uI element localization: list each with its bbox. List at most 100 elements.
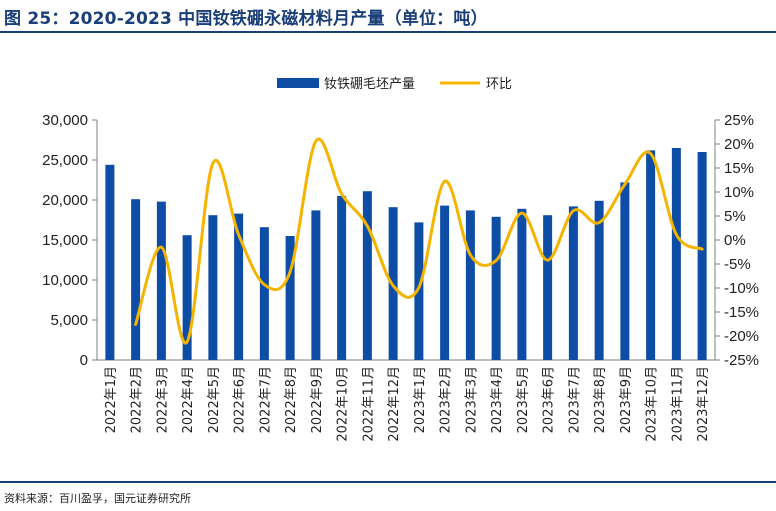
bar [697,152,707,360]
line-point [211,162,215,165]
line-point [288,270,292,273]
right-tick-label: -20% [724,328,759,345]
x-tick-label: 2022年5月 [207,366,222,433]
x-tick-label: 2023年4月 [490,366,505,433]
bar [234,213,244,360]
line-point [237,233,240,236]
bar [362,191,372,360]
x-tick-label: 2023年6月 [542,366,557,433]
bar-series [105,148,707,360]
line-point [366,224,369,228]
x-tick-label: 2023年1月 [413,366,428,433]
footer-divider [0,481,776,483]
x-tick-label: 2022年11月 [361,366,376,442]
x-tick-label: 2022年10月 [336,366,351,442]
bar [671,148,681,360]
bar [440,205,450,360]
bar [311,210,321,360]
right-tick-label: -15% [724,304,759,321]
x-tick-label: 2023年8月 [593,366,608,433]
x-tick-label: 2022年9月 [310,366,325,433]
x-tick-label: 2022年7月 [258,366,273,433]
line-point [263,283,266,286]
line-point [494,259,498,262]
left-axis-ticks: 0 5,000 10,000 15,000 20,000 25,000 30,000 [42,112,97,369]
figure-title: 图 25：2020-2023 中国钕铁硼永磁材料月产量（单位：吨） [4,9,488,29]
line-point [649,152,652,155]
bar [105,164,115,360]
line-point [546,258,549,262]
right-tick-label: 15% [724,160,754,177]
line-point [675,233,678,236]
bar [465,210,475,360]
right-tick-label: -5% [724,256,751,273]
x-tick-label: 2022年3月 [155,366,170,433]
bar [337,196,347,360]
right-tick-label: -10% [724,280,759,297]
line-point [134,323,137,326]
bar [182,235,192,360]
x-tick-label: 2023年2月 [439,366,454,433]
x-tick-label: 2023年9月 [619,366,634,433]
right-tick-label: 20% [724,136,754,153]
right-tick-label: 10% [724,184,754,201]
left-tick-label: 25,000 [42,152,88,169]
x-tick-label: 2022年12月 [387,366,402,442]
line-series [134,137,704,345]
line-point [160,246,163,249]
line-point [469,253,472,257]
line-point [597,221,601,224]
x-tick-label: 2023年3月 [464,366,479,433]
left-tick-label: 5,000 [50,312,88,329]
bar [517,208,527,360]
x-tick-label: 2023年10月 [645,366,660,442]
bar [285,236,295,360]
bar [568,206,578,360]
legend-bar-label: 钕铁硼毛坯产量 [324,76,415,92]
legend-line-label: 环比 [486,77,512,92]
bar [131,199,141,360]
bar [414,222,424,360]
x-tick-label: 2023年7月 [567,366,582,433]
bar [491,216,501,360]
left-tick-label: 0 [80,352,88,369]
line-point [443,180,446,183]
x-tick-label: 2022年8月 [284,366,299,433]
bar [646,150,656,360]
bar [208,215,218,360]
x-tick-label: 2023年5月 [516,366,531,433]
left-tick-label: 30,000 [42,112,88,129]
right-axis-ticks: -25% -20% -15% -10% -5% 0% 5% 10% 15% 20% 25% [715,112,759,369]
line-point [340,192,343,196]
right-tick-label: 25% [724,112,754,129]
bar [594,200,604,360]
line-point [520,211,524,215]
bar [156,201,166,360]
right-tick-label: 0% [724,232,746,249]
chart-canvas: 钕铁硼毛坯产量 环比 0 5,000 10,000 15,000 20,000 25,00… [42,76,759,442]
legend-bar-swatch [277,78,319,88]
line-point [572,209,575,212]
x-tick-label: 2023年11月 [670,366,685,442]
right-tick-label: -25% [724,352,759,369]
bar [259,227,269,360]
right-tick-label: 5% [724,208,746,225]
x-tick-label: 2022年6月 [233,366,248,433]
line-point [700,247,704,251]
left-tick-label: 20,000 [42,192,88,209]
line-point [623,183,627,186]
bar [620,182,630,360]
source-note: 资料来源：百川盈孚，国元证券研究所 [4,492,191,505]
line-point [185,340,189,343]
legend: 钕铁硼毛坯产量 环比 [277,76,512,92]
x-tick-label: 2023年12月 [696,366,711,442]
line-point [391,284,395,287]
left-tick-label: 15,000 [42,232,88,249]
title-divider [0,31,776,33]
x-tick-label: 2022年1月 [104,366,119,433]
x-tick-label: 2022年2月 [130,366,145,433]
left-tick-label: 10,000 [42,272,88,289]
x-axis-ticks: 2022年1月 2022年2月 2022年3月 2022年4月 2022年5月 2022年… [104,366,711,442]
line-point [417,286,421,289]
line-point [314,139,318,143]
